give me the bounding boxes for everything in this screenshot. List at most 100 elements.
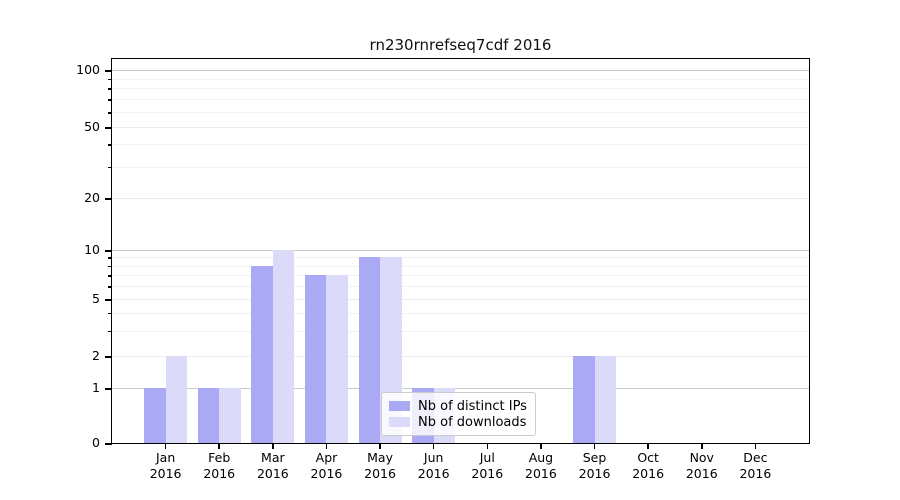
x-axis-tick-label: Mar 2016 bbox=[245, 450, 301, 481]
y-tick-minor bbox=[108, 275, 112, 277]
x-axis-tick-label: Oct 2016 bbox=[620, 450, 676, 481]
x-axis-tick-label: Jul 2016 bbox=[459, 450, 515, 481]
gridline-50 bbox=[112, 127, 809, 128]
x-label-month: May bbox=[367, 450, 393, 465]
x-label-year: 2016 bbox=[256, 465, 289, 481]
gridline-100 bbox=[112, 70, 809, 71]
y-tick-minor bbox=[108, 257, 112, 259]
x-label-year: 2016 bbox=[632, 465, 665, 481]
bar-distinct-ips-sep bbox=[573, 356, 595, 443]
y-tick-minor bbox=[108, 330, 112, 333]
bar-downloads-sep bbox=[594, 356, 617, 443]
legend-swatch-distinct-ips bbox=[389, 401, 410, 411]
x-tick-jul bbox=[486, 443, 489, 449]
x-label-month: Mar bbox=[261, 450, 285, 465]
x-tick-oct bbox=[647, 443, 649, 449]
bar-downloads-mar bbox=[272, 250, 295, 443]
gridline-minor bbox=[112, 144, 809, 146]
x-label-year: 2016 bbox=[525, 465, 557, 481]
x-axis-tick-label: Jun 2016 bbox=[406, 450, 462, 481]
x-tick-apr bbox=[325, 443, 328, 449]
y-tick-minor bbox=[108, 88, 112, 90]
y-tick-10 bbox=[105, 250, 112, 252]
bar-downloads-jan bbox=[165, 356, 188, 443]
gridline-minor bbox=[112, 265, 809, 267]
x-label-year: 2016 bbox=[310, 465, 343, 481]
gridline-minor bbox=[112, 166, 809, 168]
x-label-year: 2016 bbox=[203, 465, 236, 481]
x-label-year: 2016 bbox=[578, 465, 611, 481]
y-tick-1 bbox=[105, 388, 112, 390]
y-tick-minor bbox=[108, 265, 112, 268]
x-label-month: Jun bbox=[423, 450, 444, 465]
y-tick-minor bbox=[108, 312, 112, 315]
x-axis-tick-label: Nov 2016 bbox=[674, 450, 730, 481]
x-label-month: Apr bbox=[315, 450, 338, 465]
x-tick-aug bbox=[540, 443, 542, 449]
y-tick-50 bbox=[105, 127, 112, 129]
gridline-layer bbox=[112, 59, 809, 443]
x-label-year: 2016 bbox=[149, 465, 182, 481]
y-axis-tick-label: 0 bbox=[92, 435, 100, 450]
bar-distinct-ips-apr bbox=[304, 275, 327, 443]
x-axis-tick-label: Feb 2016 bbox=[191, 450, 247, 481]
y-tick-20 bbox=[105, 198, 112, 200]
gridline-minor bbox=[112, 330, 809, 332]
x-axis-tick-label: Aug 2016 bbox=[513, 450, 569, 481]
x-label-month: Jan bbox=[155, 450, 176, 465]
y-tick-100 bbox=[105, 70, 112, 72]
bar-downloads-feb bbox=[219, 388, 241, 443]
x-tick-jun bbox=[432, 443, 435, 449]
x-label-year: 2016 bbox=[471, 465, 504, 481]
x-axis-tick-label: May 2016 bbox=[352, 450, 408, 481]
gridline-5 bbox=[112, 299, 809, 300]
bar-distinct-ips-may bbox=[358, 257, 381, 443]
y-axis-tick-label: 1 bbox=[92, 380, 100, 395]
x-label-year: 2016 bbox=[739, 465, 772, 481]
y-tick-minor bbox=[108, 286, 112, 288]
x-label-month: Sep bbox=[582, 450, 607, 465]
y-tick-minor bbox=[108, 78, 112, 81]
x-label-year: 2016 bbox=[417, 465, 450, 481]
gridline-2 bbox=[112, 356, 809, 357]
gridline-minor bbox=[112, 78, 809, 80]
x-tick-dec bbox=[754, 443, 757, 449]
gridline-minor bbox=[112, 88, 809, 90]
x-label-year: 2016 bbox=[364, 465, 396, 481]
y-tick-minor bbox=[108, 144, 112, 146]
x-tick-nov bbox=[701, 443, 703, 449]
y-axis-tick-label: 100 bbox=[76, 62, 100, 77]
bar-distinct-ips-jan bbox=[144, 388, 166, 443]
gridline-minor bbox=[112, 257, 809, 259]
gridline-1 bbox=[112, 388, 809, 389]
bar-downloads-apr bbox=[326, 275, 348, 443]
x-label-month: Oct bbox=[637, 450, 659, 465]
gridline-minor bbox=[112, 275, 809, 277]
y-tick-minor bbox=[108, 112, 112, 114]
gridline-minor bbox=[112, 286, 809, 288]
y-tick-5 bbox=[105, 299, 112, 301]
x-label-month: Aug bbox=[528, 450, 554, 465]
legend-item-distinct-ips: Nb of distinct IPs bbox=[389, 398, 527, 414]
x-label-month: Feb bbox=[208, 450, 231, 465]
y-tick-minor bbox=[108, 166, 112, 169]
plot-area bbox=[111, 58, 810, 444]
x-label-month: Jul bbox=[479, 450, 495, 465]
y-tick-0 bbox=[105, 443, 112, 445]
gridline-minor bbox=[112, 312, 809, 314]
x-tick-mar bbox=[272, 443, 274, 449]
bar-distinct-ips-mar bbox=[251, 265, 273, 443]
x-tick-jan bbox=[164, 443, 167, 449]
gridline-20 bbox=[112, 198, 809, 199]
gridline-minor bbox=[112, 99, 809, 101]
legend-item-downloads: Nb of downloads bbox=[389, 414, 527, 430]
x-axis-tick-label: Apr 2016 bbox=[298, 450, 354, 481]
gridline-minor bbox=[112, 112, 809, 113]
y-axis-tick-label: 10 bbox=[84, 242, 100, 257]
y-axis-tick-label: 50 bbox=[84, 119, 100, 134]
legend-swatch-downloads bbox=[389, 417, 410, 427]
x-label-month: Nov bbox=[689, 450, 714, 465]
